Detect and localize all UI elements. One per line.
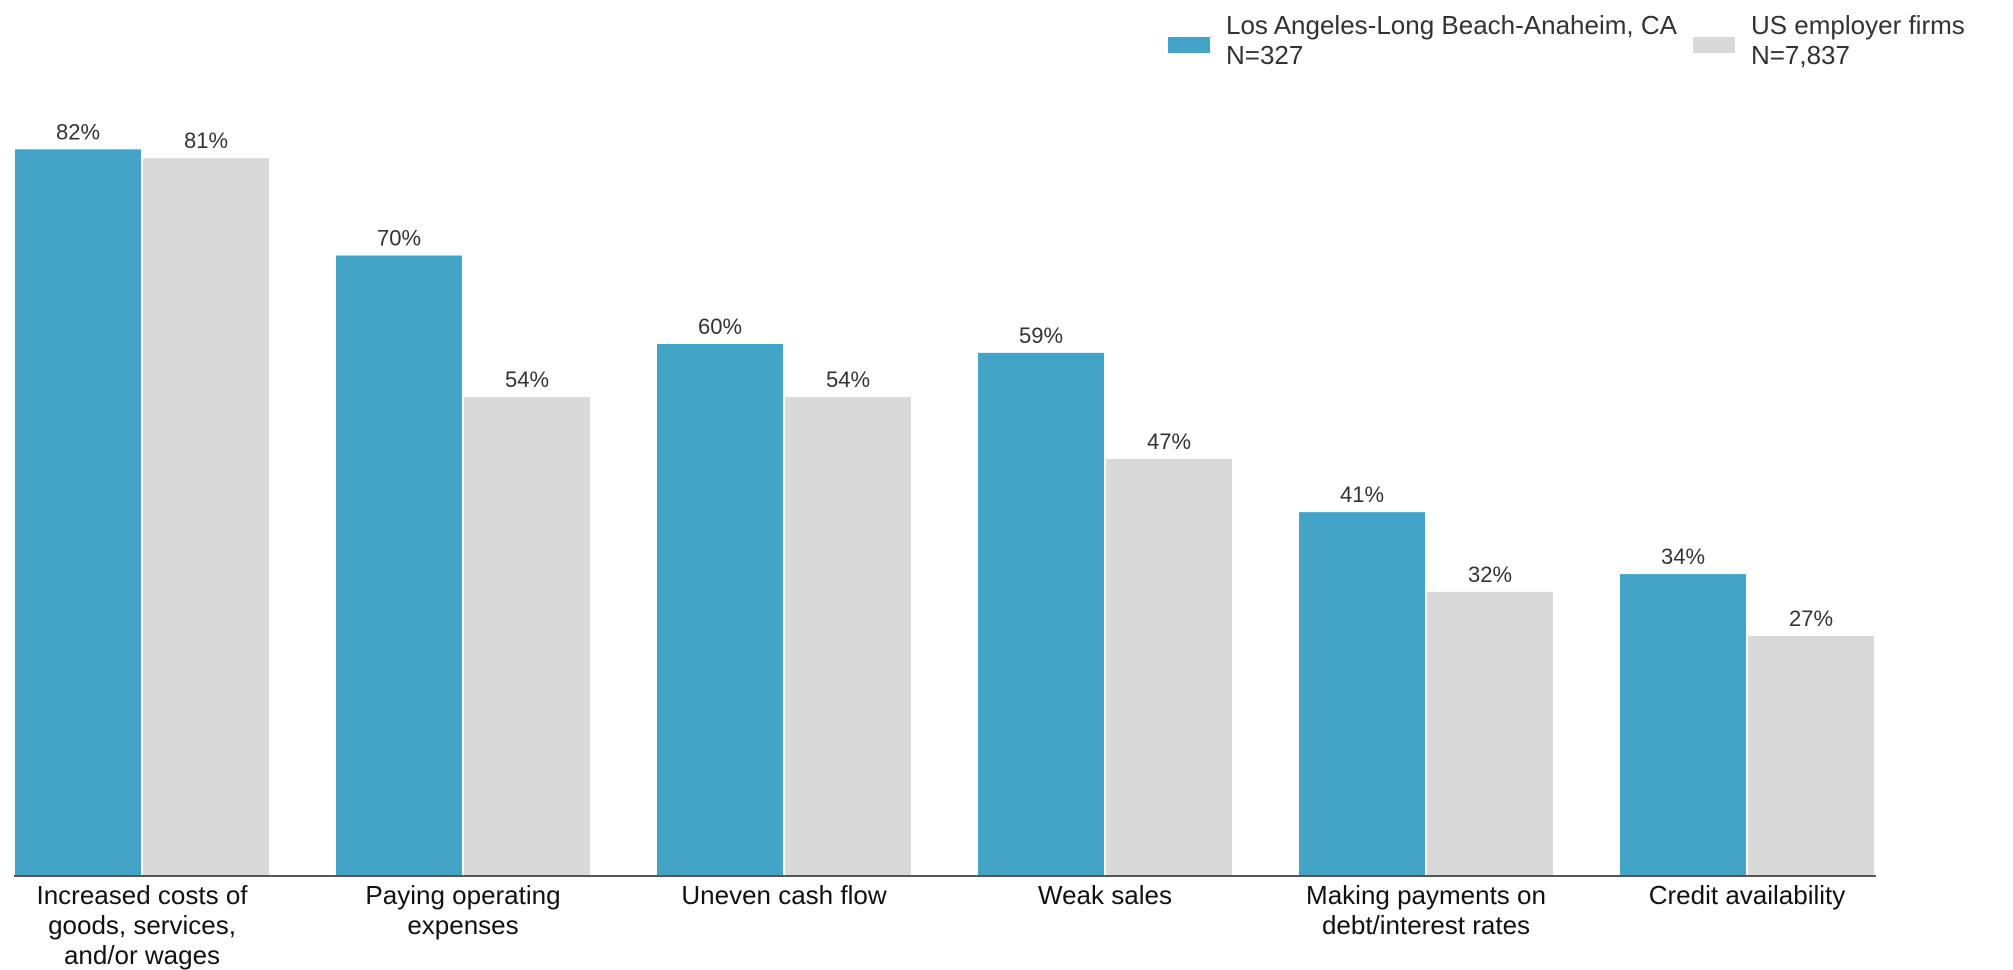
category-label-line: Credit availability: [1649, 880, 1846, 910]
category-label-line: debt/interest rates: [1322, 910, 1530, 940]
bar-us-4: [1106, 459, 1232, 875]
bar-group-3: 60% 54%: [657, 314, 911, 875]
value-label-us-5: 32%: [1468, 562, 1512, 587]
bar-la-5: [1299, 512, 1425, 875]
value-label-la-2: 70%: [377, 226, 421, 251]
bar-us-3: [785, 397, 911, 875]
bar-la-1: [15, 149, 141, 876]
value-label-la-3: 60%: [698, 314, 742, 339]
legend-label-us: US employer firms: [1750, 10, 1965, 40]
category-label-1: Increased costs of goods, services, and/or…: [37, 880, 249, 970]
legend-count-la: N=327: [1226, 40, 1304, 70]
legend-swatch-la: [1168, 37, 1210, 53]
category-label-line: Paying operating: [365, 880, 560, 910]
bar-la-4: [978, 352, 1104, 876]
category-label-6: Credit availability: [1649, 880, 1846, 910]
value-label-us-2: 54%: [505, 367, 549, 392]
value-label-la-4: 59%: [1019, 323, 1063, 348]
legend-text-la: Los Angeles-Long Beach-Anaheim, CA N=327: [1226, 10, 1677, 70]
category-label-4: Weak sales: [1038, 880, 1172, 910]
legend-count-us: N=7,837: [1750, 40, 1850, 70]
value-label-us-3: 54%: [826, 367, 870, 392]
value-label-us-4: 47%: [1147, 429, 1191, 454]
category-label-line: expenses: [407, 910, 518, 940]
category-label-line: Increased costs of: [37, 880, 249, 910]
bar-group-4: 59% 47%: [978, 323, 1232, 876]
category-label-line: and/or wages: [64, 940, 220, 970]
legend-item-la: Los Angeles-Long Beach-Anaheim, CA N=327: [1168, 10, 1677, 70]
category-label-line: goods, services,: [48, 910, 236, 940]
bar-la-2: [336, 255, 462, 875]
legend-label-la: Los Angeles-Long Beach-Anaheim, CA: [1226, 10, 1677, 40]
bar-group-6: 34% 27%: [1620, 544, 1874, 875]
value-label-la-5: 41%: [1340, 482, 1384, 507]
bar-group-1: 82% 81%: [15, 119, 269, 876]
category-label-2: Paying operating expenses: [365, 880, 560, 940]
category-label-3: Uneven cash flow: [681, 880, 886, 910]
bar-group-5: 41% 32%: [1299, 482, 1553, 875]
value-label-us-6: 27%: [1789, 606, 1833, 631]
bar-us-5: [1427, 591, 1553, 875]
category-label-line: Uneven cash flow: [681, 880, 886, 910]
value-label-la-1: 82%: [56, 119, 100, 144]
legend-item-us: US employer firms N=7,837: [1692, 10, 1965, 70]
value-label-us-1: 81%: [184, 128, 228, 153]
bar-group-2: 70% 54%: [336, 226, 590, 875]
legend: Los Angeles-Long Beach-Anaheim, CA N=327…: [1168, 10, 1965, 70]
bar-us-6: [1748, 636, 1874, 875]
legend-swatch-us: [1692, 37, 1735, 53]
bar-us-1: [143, 158, 269, 875]
category-label-line: Making payments on: [1306, 880, 1546, 910]
bar-la-6: [1620, 574, 1746, 875]
legend-text-us: US employer firms N=7,837: [1751, 10, 1965, 70]
bar-us-2: [464, 397, 590, 875]
bar-la-3: [657, 344, 783, 875]
value-label-la-6: 34%: [1661, 544, 1705, 569]
category-label-line: Weak sales: [1038, 880, 1172, 910]
category-label-5: Making payments on debt/interest rates: [1306, 880, 1546, 940]
